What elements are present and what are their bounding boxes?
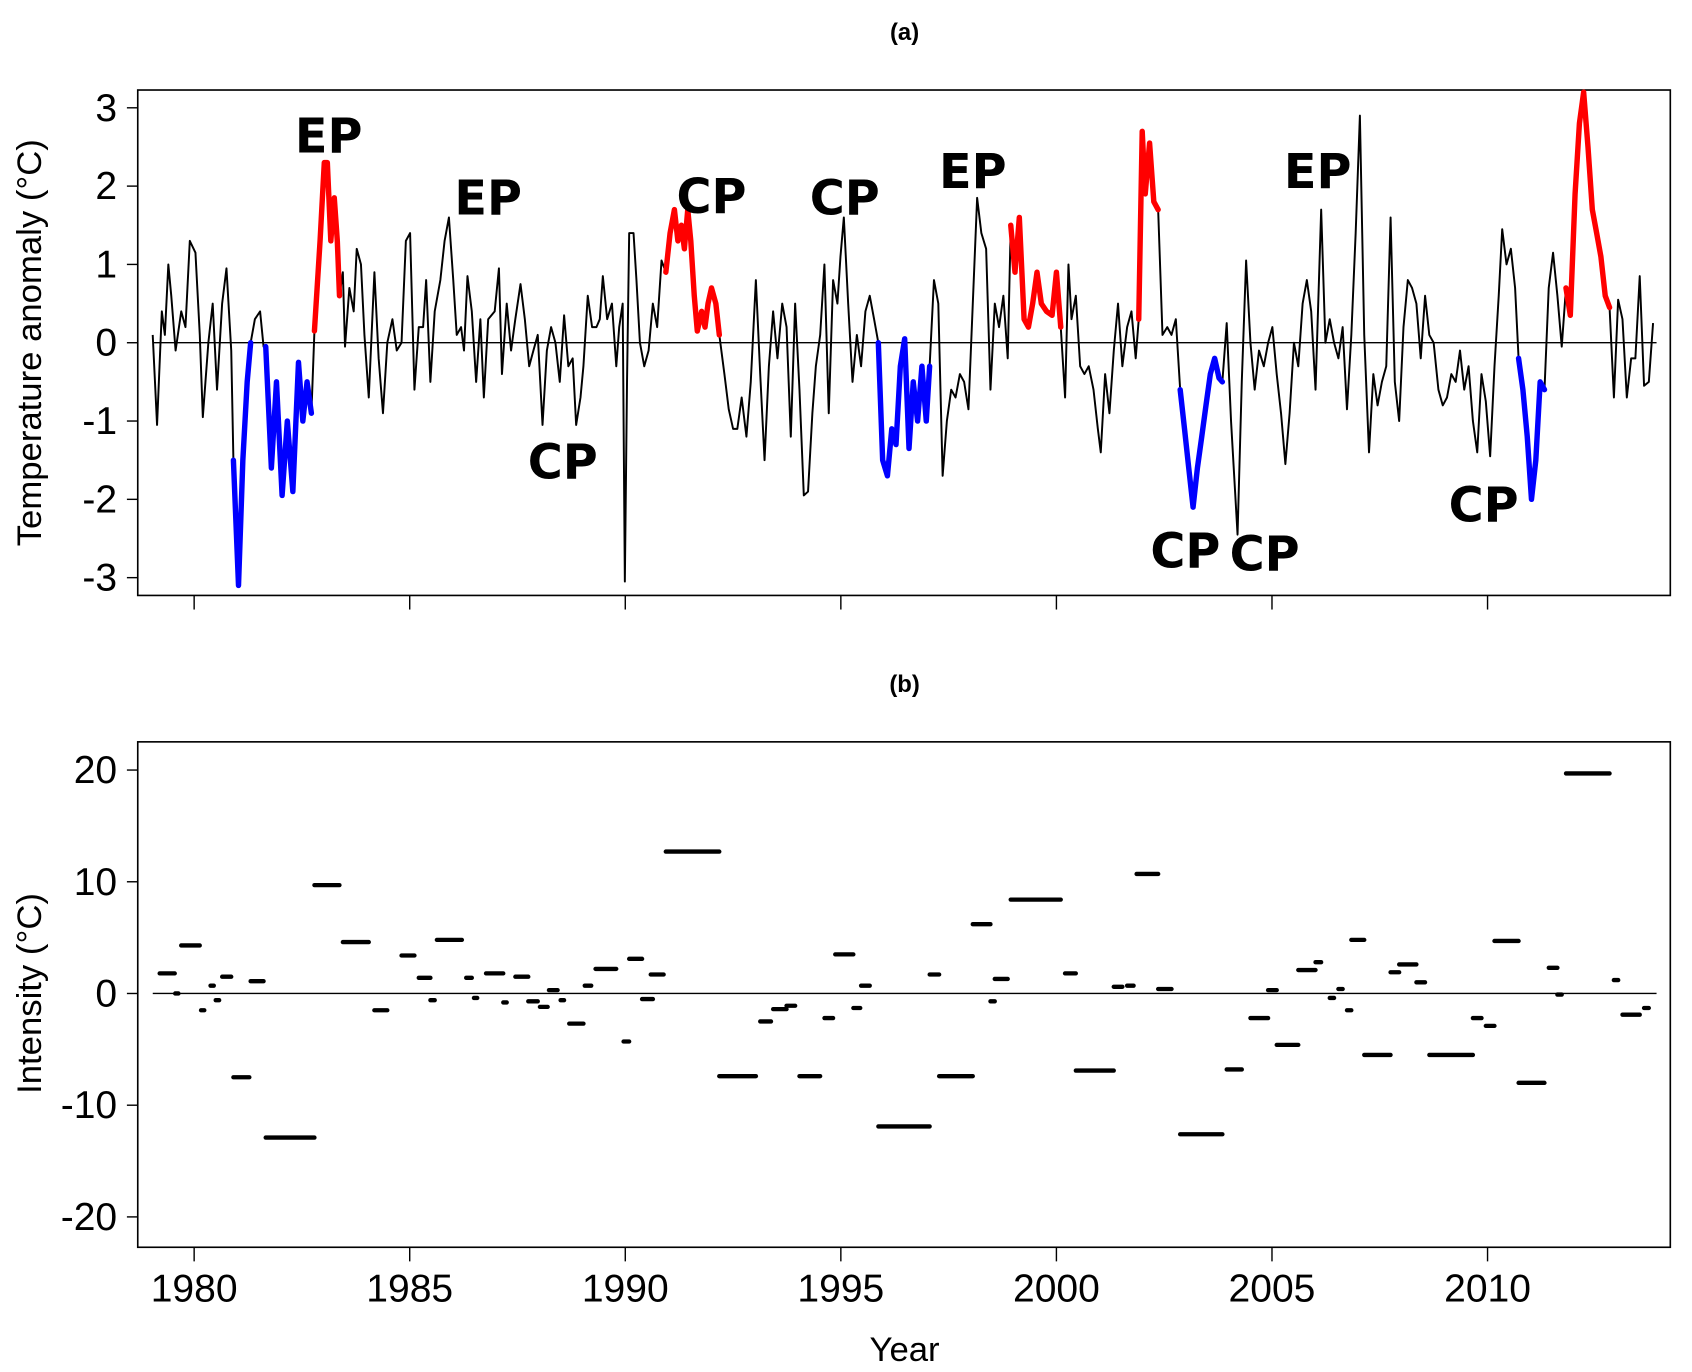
panel-b: (b) Intensity (°C) -20 -10 0 10 20 1980 1985 1… (11, 671, 1672, 1369)
panel-b-y-tick-label: 20 (74, 749, 117, 792)
event-type-annotation: CP (528, 435, 598, 490)
event-type-annotation: CP (677, 170, 747, 225)
event-type-annotation: CP (1150, 525, 1220, 580)
panel-b-plot-frame (136, 741, 1672, 1249)
panel-b-y-tick-label: -10 (61, 1084, 117, 1127)
panel-a-y-tick-label: -2 (82, 478, 117, 521)
cold-event-segment (263, 343, 315, 499)
panel-b-y-tick-label: -20 (61, 1196, 117, 1239)
warm-event-segment (1008, 214, 1064, 330)
x-axis-label: Year (870, 1331, 940, 1369)
panel-a: (a) Temperature anomaly (°C) -3-2-10123 … (11, 19, 1672, 610)
warm-event-segment (311, 159, 343, 334)
event-type-annotation: CP (1449, 478, 1519, 533)
panel-a-y-tick-label: 0 (95, 322, 117, 365)
panel-b-x-tick-label: 1985 (366, 1268, 453, 1311)
panel-b-x-tick-label: 1990 (582, 1268, 669, 1311)
panel-a-y-tick-label: -1 (82, 400, 117, 443)
event-type-annotation: EP (295, 110, 363, 165)
event-type-annotation: EP (939, 145, 1007, 200)
cold-event-segment (1177, 355, 1226, 510)
cold-event-segment (230, 340, 254, 589)
warm-event-segment (1136, 128, 1161, 322)
warm-event-segment (1563, 89, 1613, 319)
panel-b-y-tick-label: 0 (95, 972, 117, 1015)
panel-b-y-axis-label: Intensity (°C) (11, 893, 49, 1094)
panel-a-y-tick-label: -3 (82, 557, 117, 600)
panel-b-x-tick-label: 2000 (1013, 1268, 1100, 1311)
panel-a-y-tick-label: 3 (95, 87, 117, 130)
cold-event-segment (1515, 355, 1548, 503)
event-type-annotation: CP (810, 171, 880, 226)
panel-a-y-tick-label: 2 (95, 165, 117, 208)
panel-b-x-tick-label: 1980 (151, 1268, 238, 1311)
event-type-annotation: EP (454, 171, 522, 226)
event-type-annotation: EP (1284, 145, 1352, 200)
panel-b-title: (b) (889, 671, 919, 698)
panel-b-y-tick-label: 10 (74, 861, 117, 904)
warm-event-segment (663, 206, 723, 338)
panel-b-x-tick-label: 1995 (797, 1268, 884, 1311)
panel-a-title: (a) (890, 19, 919, 46)
panel-b-x-tick-label: 2010 (1444, 1268, 1531, 1311)
cold-event-segment (875, 336, 933, 479)
panel-a-y-axis-label: Temperature anomaly (°C) (11, 139, 49, 546)
panel-b-x-tick-label: 2005 (1229, 1268, 1316, 1311)
panel-a-y-tick-label: 1 (95, 243, 117, 286)
event-type-annotation: CP (1230, 528, 1300, 583)
